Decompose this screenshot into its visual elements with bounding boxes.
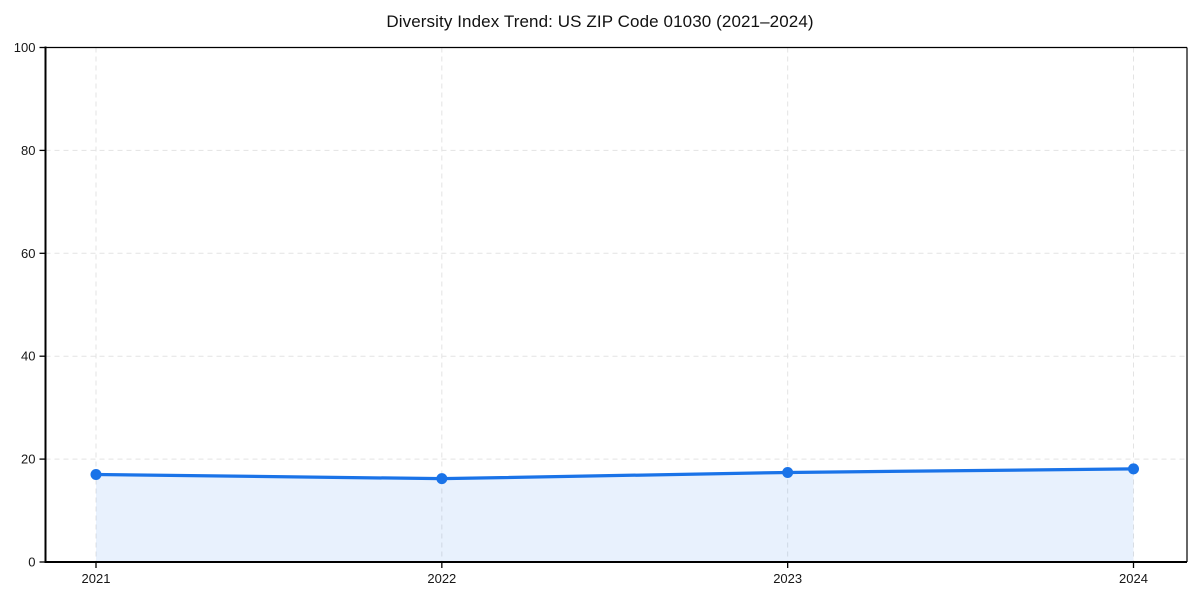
data-point	[436, 473, 448, 485]
x-tick-label: 2021	[82, 571, 111, 586]
y-tick-label: 80	[21, 143, 35, 158]
axes-spines	[44, 46, 1188, 563]
x-tick-label: 2022	[427, 571, 456, 586]
data-points	[90, 463, 1139, 485]
y-tick-label: 20	[21, 452, 35, 467]
y-tick-label: 0	[28, 555, 35, 570]
x-tick-label: 2024	[1119, 571, 1148, 586]
data-point	[782, 466, 794, 478]
tick-marks	[39, 46, 1135, 568]
y-tick-label: 40	[21, 349, 35, 364]
area-fill	[96, 468, 1134, 562]
data-point	[1128, 463, 1139, 475]
tick-labels: 0 20 40 60 80 100 2021 2022 2023 2024	[14, 40, 1148, 586]
x-tick-label: 2023	[773, 571, 802, 586]
y-tick-label: 60	[21, 246, 35, 261]
trend-line	[94, 467, 1136, 481]
chart-title: Diversity Index Trend: US ZIP Code 01030…	[386, 12, 814, 31]
y-tick-label: 100	[14, 40, 36, 55]
data-point	[90, 469, 102, 481]
